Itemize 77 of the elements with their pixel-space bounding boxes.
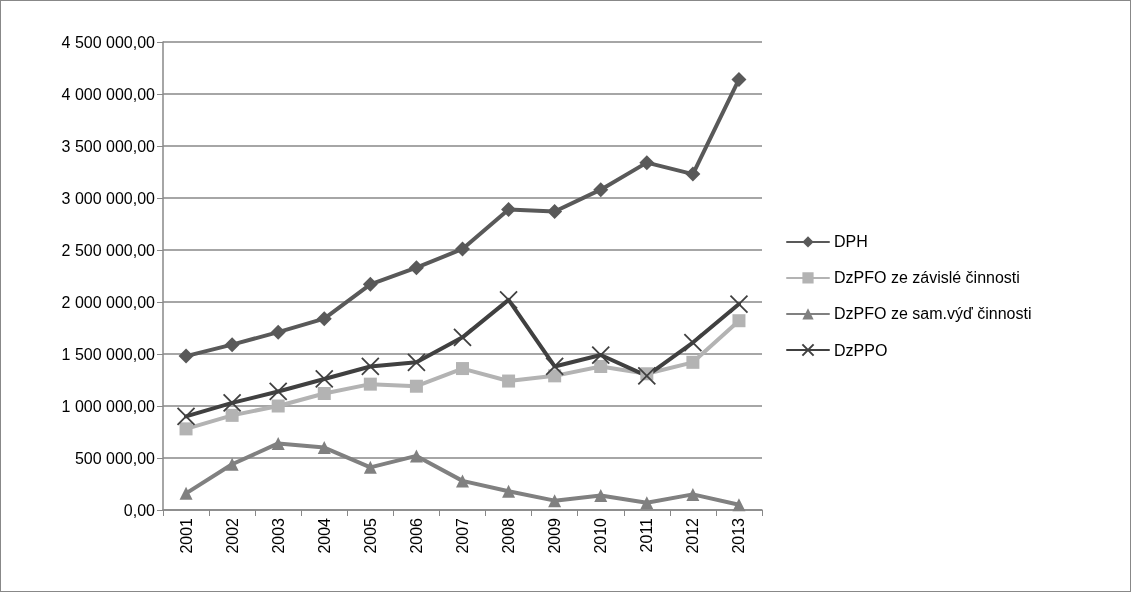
point <box>547 204 563 220</box>
x-tick-label: 2006 <box>407 517 425 554</box>
y-tick-label: 4 000 000,00 <box>61 85 156 103</box>
x-tick-label: 2012 <box>684 517 702 554</box>
legend-label: DzPFO ze sam.výď činnosti <box>834 305 1032 323</box>
point <box>363 460 377 474</box>
point <box>317 441 331 455</box>
x-tick-label: 2005 <box>361 517 379 554</box>
x-tick-label: 2007 <box>454 517 471 554</box>
point <box>593 182 609 198</box>
y-tick-label: 2 000 000,00 <box>61 293 156 311</box>
y-tick-label: 500 000,00 <box>74 449 156 467</box>
point <box>225 408 239 422</box>
point <box>179 486 193 500</box>
point <box>591 345 611 365</box>
point <box>316 311 332 327</box>
x-tick-label: 2003 <box>269 517 287 554</box>
x-tick-label: 2010 <box>592 517 610 554</box>
x-tick-label: 2002 <box>223 517 241 554</box>
point <box>222 393 242 413</box>
point <box>317 387 331 401</box>
point <box>456 474 469 488</box>
y-tick-label: 1 000 000,00 <box>61 397 156 415</box>
point <box>686 355 700 369</box>
point <box>225 457 239 471</box>
point <box>548 494 562 508</box>
x-tick-label: 2009 <box>546 517 564 554</box>
point <box>501 201 517 217</box>
point <box>409 379 423 393</box>
x-tick-label: 2013 <box>730 517 748 554</box>
point <box>683 333 703 352</box>
point <box>268 382 288 401</box>
point <box>314 369 334 389</box>
legend-label: DzPFO ze závislé činnosti <box>834 269 1020 287</box>
point <box>594 488 608 502</box>
x-tick-label: 2004 <box>315 517 333 554</box>
x-tick-label: 2011 <box>638 517 656 553</box>
point <box>363 377 377 391</box>
point <box>176 407 196 426</box>
point <box>502 484 516 498</box>
point <box>270 324 286 340</box>
point <box>408 260 424 276</box>
y-tick-label: 3 500 000,00 <box>61 137 156 155</box>
y-tick-label: 2 500 000,00 <box>61 241 156 259</box>
point <box>594 359 608 373</box>
point <box>456 362 469 376</box>
point <box>637 366 657 386</box>
point <box>455 241 470 257</box>
y-tick-label: 3 000 000,00 <box>61 189 156 207</box>
point <box>271 436 285 450</box>
point <box>179 422 193 436</box>
point <box>360 357 380 376</box>
point <box>686 487 700 501</box>
x-tick-label: 2008 <box>500 517 518 554</box>
point <box>545 357 565 376</box>
point <box>639 155 655 171</box>
y-tick-label: 4 500 000,00 <box>61 33 156 51</box>
y-tick-label: 0,00 <box>123 501 156 519</box>
point <box>407 352 426 372</box>
point <box>502 374 516 388</box>
point <box>731 71 747 87</box>
legend-label: DPH <box>834 233 868 251</box>
x-tick-label: 2001 <box>177 517 195 554</box>
point <box>732 498 746 512</box>
point <box>453 327 472 347</box>
point <box>271 399 285 413</box>
point <box>499 290 518 310</box>
legend-label: DzPPO <box>834 341 888 359</box>
point <box>729 294 749 314</box>
point <box>732 314 746 328</box>
point <box>224 337 240 353</box>
y-tick-label: 1 500 000,00 <box>61 345 156 363</box>
point <box>640 496 654 510</box>
point <box>685 166 701 182</box>
point <box>409 449 423 463</box>
point <box>362 276 378 292</box>
point <box>178 348 194 364</box>
